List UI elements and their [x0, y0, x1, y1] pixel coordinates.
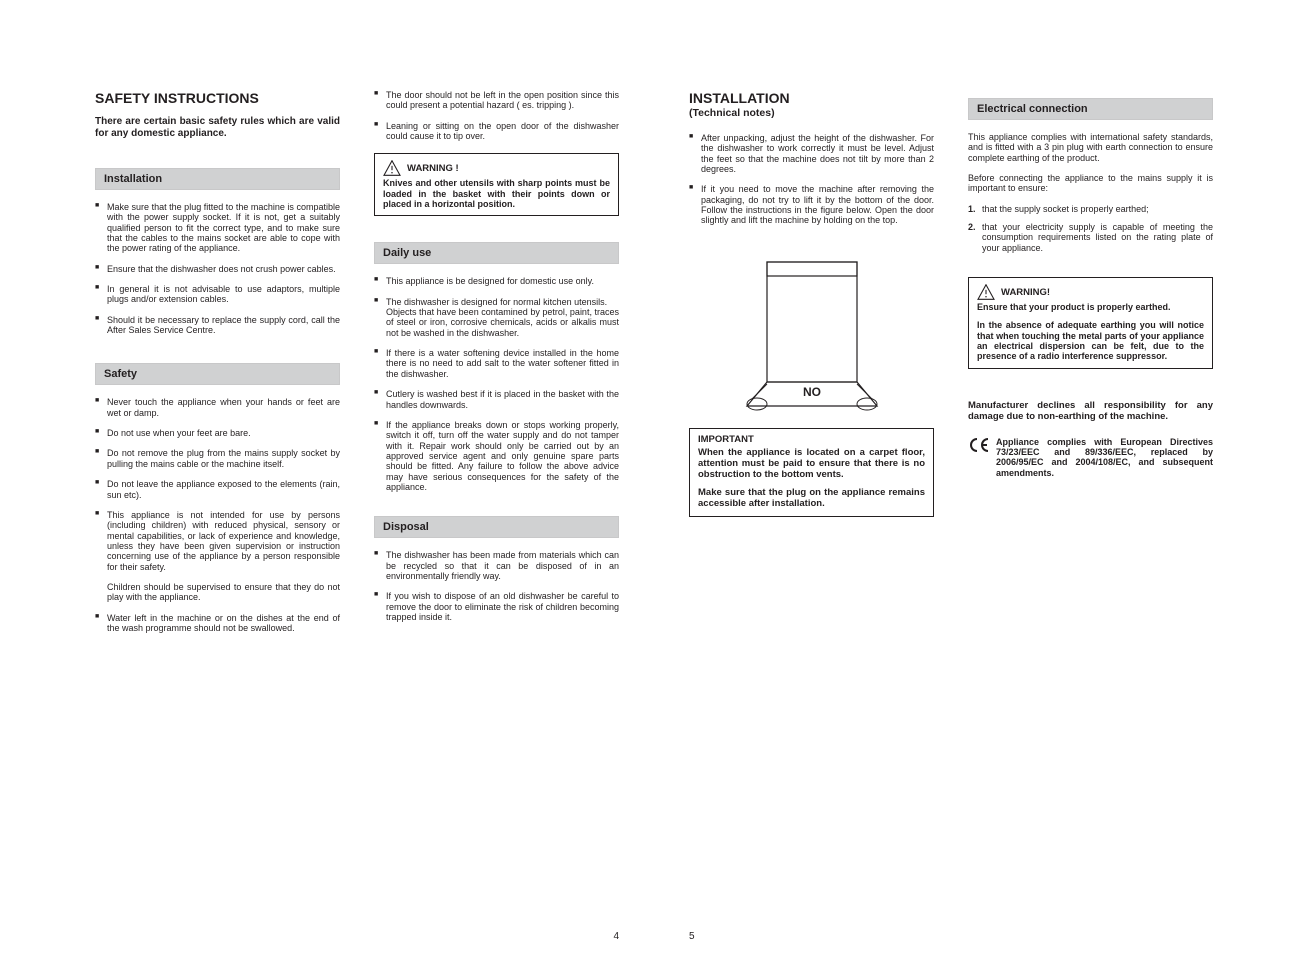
warning-triangle-icon: [977, 284, 995, 300]
page-title: SAFETY INSTRUCTIONS: [95, 90, 340, 106]
list-item: Do not leave the appliance exposed to th…: [95, 479, 340, 500]
figure-label: NO: [803, 385, 821, 399]
left-page: SAFETY INSTRUCTIONS There are certain ba…: [95, 90, 619, 914]
important-p2: Make sure that the plug on the appliance…: [698, 488, 925, 510]
warning-text: Knives and other utensils with sharp poi…: [383, 178, 610, 209]
numbered-item-2: 2.that your electricity supply is capabl…: [968, 222, 1213, 253]
list-item: Should it be necessary to replace the su…: [95, 315, 340, 336]
warning-triangle-icon: [383, 160, 401, 176]
warning-p2: In the absence of adequate earthing you …: [977, 320, 1204, 361]
section-electrical: Electrical connection: [968, 98, 1213, 120]
warning-p1: Ensure that your product is properly ear…: [977, 302, 1204, 312]
safety-col2-list: The door should not be left in the open …: [374, 90, 619, 151]
electrical-p2: Before connecting the appliance to the m…: [968, 173, 1213, 194]
section-safety: Safety: [95, 363, 340, 385]
page-spread: SAFETY INSTRUCTIONS There are certain ba…: [95, 90, 1213, 914]
section-installation: Installation: [95, 168, 340, 190]
dishwasher-figure: NO juice: [727, 244, 897, 414]
intro-text: There are certain basic safety rules whi…: [95, 116, 340, 140]
num-text: that the supply socket is properly earth…: [982, 204, 1149, 214]
list-item: After unpacking, adjust the height of th…: [689, 133, 934, 174]
warning-label: WARNING !: [407, 163, 459, 174]
page-number-right: 5: [689, 931, 695, 942]
important-title: IMPORTANT: [698, 435, 925, 446]
left-col-2: The door should not be left in the open …: [374, 90, 619, 914]
warning-box-2: WARNING! Ensure that your product is pro…: [968, 277, 1213, 369]
important-box: IMPORTANT When the appliance is located …: [689, 428, 934, 518]
list-item: The dishwasher has been made from materi…: [374, 550, 619, 581]
safety-extra: Children should be supervised to ensure …: [95, 582, 340, 603]
page-number-left: 4: [613, 931, 619, 942]
list-item: Never touch the appliance when your hand…: [95, 397, 340, 418]
numbered-item-1: 1.that the supply socket is properly ear…: [968, 204, 1213, 214]
ce-block: Appliance complies with European Directi…: [968, 437, 1213, 478]
right-page: INSTALLATION (Technical notes) After unp…: [689, 90, 1213, 914]
disclaimer-text: Manufacturer declines all responsibility…: [968, 401, 1213, 423]
section-disposal: Disposal: [374, 516, 619, 538]
list-item: The door should not be left in the open …: [374, 90, 619, 111]
list-item: The dishwasher is designed for normal ki…: [374, 297, 619, 338]
warning-title: WARNING!: [977, 284, 1204, 300]
list-item: This appliance is be designed for domest…: [374, 276, 619, 286]
install-list: After unpacking, adjust the height of th…: [689, 133, 934, 236]
page-title: INSTALLATION: [689, 90, 934, 106]
list-item: If the appliance breaks down or stops wo…: [374, 420, 619, 492]
important-p1: When the appliance is located on a carpe…: [698, 448, 925, 481]
list-item: Water left in the machine or on the dish…: [95, 613, 340, 634]
dishwasher-no-lift-illustration: NO juice: [727, 244, 897, 414]
warning-label: WARNING!: [1001, 287, 1050, 298]
list-item: Make sure that the plug fitted to the ma…: [95, 202, 340, 254]
installation-list: Make sure that the plug fitted to the ma…: [95, 202, 340, 345]
warning-box-1: WARNING ! Knives and other utensils with…: [374, 153, 619, 216]
left-col-1: SAFETY INSTRUCTIONS There are certain ba…: [95, 90, 340, 914]
list-item: If you wish to dispose of an old dishwas…: [374, 591, 619, 622]
num-text: that your electricity supply is capable …: [982, 222, 1213, 253]
ce-mark-icon: [968, 437, 990, 453]
list-item: If there is a water softening device ins…: [374, 348, 619, 379]
right-col-1: INSTALLATION (Technical notes) After unp…: [689, 90, 934, 914]
list-item: If it you need to move the machine after…: [689, 184, 934, 225]
list-item: This appliance is not intended for use b…: [95, 510, 340, 572]
safety-list: Never touch the appliance when your hand…: [95, 397, 340, 581]
safety-list-2: Water left in the machine or on the dish…: [95, 613, 340, 644]
daily-use-list: This appliance is be designed for domest…: [374, 276, 619, 502]
list-item: Cutlery is washed best if it is placed i…: [374, 389, 619, 410]
ce-text: Appliance complies with European Directi…: [996, 437, 1213, 478]
disposal-list: The dishwasher has been made from materi…: [374, 550, 619, 632]
list-item: Leaning or sitting on the open door of t…: [374, 121, 619, 142]
electrical-p1: This appliance complies with internation…: [968, 132, 1213, 163]
list-item: Do not remove the plug from the mains su…: [95, 448, 340, 469]
page-subtitle: (Technical notes): [689, 107, 934, 119]
list-item: Do not use when your feet are bare.: [95, 428, 340, 438]
list-item: In general it is not advisable to use ad…: [95, 284, 340, 305]
warning-title: WARNING !: [383, 160, 610, 176]
right-col-2: Electrical connection This appliance com…: [968, 90, 1213, 914]
section-daily-use: Daily use: [374, 242, 619, 264]
list-item: Ensure that the dishwasher does not crus…: [95, 264, 340, 274]
